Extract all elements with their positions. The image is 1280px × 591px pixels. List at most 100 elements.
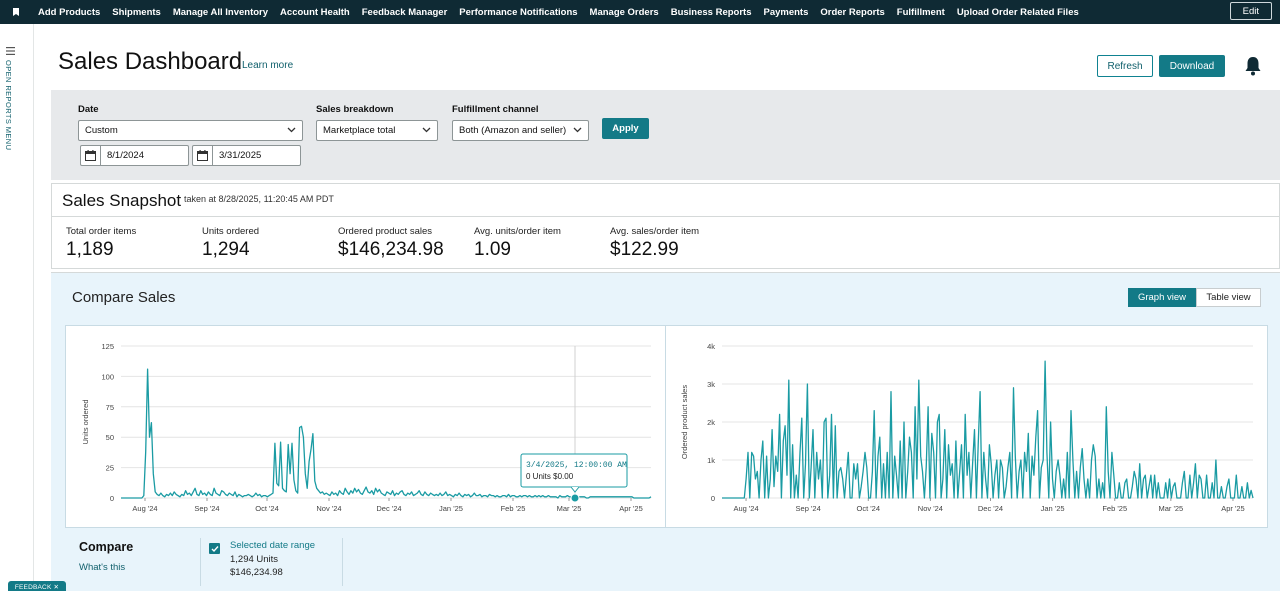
x-tick-label: Feb '25 (501, 504, 526, 513)
date-select-value: Custom (85, 125, 118, 136)
feedback-label: FEEDBACK (14, 583, 52, 591)
sales-breakdown-select[interactable]: Marketplace total (316, 120, 438, 141)
x-tick-label: Dec '24 (978, 504, 1003, 513)
metric-units-ordered: Units ordered 1,294 (202, 226, 259, 261)
chevron-down-icon (287, 125, 296, 137)
nav-item-add-products[interactable]: Add Products (38, 6, 101, 18)
start-date-input[interactable]: 8/1/2024 (80, 145, 189, 166)
page-title: Sales Dashboard (58, 48, 243, 75)
x-tick-label: Dec '24 (376, 504, 401, 513)
notification-bell-icon[interactable] (1244, 56, 1262, 81)
sales-breakdown-label: Sales breakdown (316, 104, 394, 115)
metric-label: Avg. sales/order item (610, 226, 700, 237)
nav-item-order-reports[interactable]: Order Reports (820, 6, 885, 18)
metric-value: $146,234.98 (338, 239, 444, 260)
x-tick-label: Mar '25 (557, 504, 582, 513)
y-tick-label: 0 (711, 494, 715, 503)
nav-item-account-health[interactable]: Account Health (280, 6, 350, 18)
nav-item-performance-notifications[interactable]: Performance Notifications (459, 6, 578, 18)
nav-item-upload-order-related-files[interactable]: Upload Order Related Files (956, 6, 1079, 18)
x-tick-label: Feb '25 (1102, 504, 1127, 513)
nav-item-manage-orders[interactable]: Manage Orders (589, 6, 659, 18)
date-select[interactable]: Custom (78, 120, 303, 141)
y-tick-label: 2k (707, 418, 715, 427)
x-tick-label: Oct '24 (857, 504, 881, 513)
range-sales: $146,234.98 (230, 567, 283, 578)
nav-item-fulfillment[interactable]: Fulfillment (896, 6, 945, 18)
nav-item-payments[interactable]: Payments (763, 6, 809, 18)
calendar-icon[interactable] (193, 146, 213, 165)
table-view-button[interactable]: Table view (1196, 288, 1261, 307)
compare-label: Compare (79, 540, 134, 554)
tooltip-value: 0 Units $0.00 (526, 472, 574, 481)
x-tick-label: Aug '24 (132, 504, 157, 513)
nav-item-feedback-manager[interactable]: Feedback Manager (361, 6, 448, 18)
learn-more-link[interactable]: Learn more (242, 60, 294, 71)
y-tick-label: 125 (101, 342, 114, 351)
snapshot-header: Sales Snapshot taken at 8/28/2025, 11:20… (52, 184, 1279, 217)
y-axis-label: Ordered product sales (680, 385, 689, 459)
x-tick-label: Jan '25 (1041, 504, 1065, 513)
chevron-down-icon (422, 125, 431, 137)
graph-view-button[interactable]: Graph view (1128, 288, 1196, 307)
whats-this-link[interactable]: What's this (79, 562, 126, 573)
top-nav-bar: Add Products Shipments Manage All Invent… (0, 0, 1280, 24)
hamburger-menu-icon[interactable] (6, 42, 15, 60)
end-date-value: 3/31/2025 (219, 150, 262, 161)
compare-sales-title: Compare Sales (72, 289, 176, 306)
range-units: 1,294 Units (230, 554, 279, 565)
sales-breakdown-value: Marketplace total (323, 125, 396, 136)
close-icon[interactable]: ✕ (53, 584, 60, 591)
hover-point (570, 493, 580, 503)
metric-label: Ordered product sales (338, 226, 432, 237)
view-toggle: Graph view Table view (1128, 288, 1261, 307)
y-tick-label: 0 (110, 494, 114, 503)
refresh-button[interactable]: Refresh (1097, 55, 1153, 77)
series-line (722, 360, 1254, 499)
start-date-value: 8/1/2024 (107, 150, 144, 161)
apply-button[interactable]: Apply (602, 118, 649, 139)
date-label: Date (78, 104, 99, 115)
nav-item-shipments[interactable]: Shipments (112, 6, 161, 18)
x-tick-label: Sep '24 (194, 504, 219, 513)
series-line (121, 368, 652, 499)
y-tick-label: 100 (101, 372, 114, 381)
x-tick-label: Apr '25 (1221, 504, 1245, 513)
download-button[interactable]: Download (1159, 55, 1225, 77)
open-reports-menu-link[interactable]: OPEN REPORTS MENU (4, 60, 13, 151)
metric-avg-units-per-order-item: Avg. units/order item 1.09 (474, 226, 561, 261)
y-tick-label: 3k (707, 380, 715, 389)
fulfillment-channel-select[interactable]: Both (Amazon and seller) (452, 120, 589, 141)
metric-label: Avg. units/order item (474, 226, 561, 237)
metric-total-order-items: Total order items 1,189 (66, 226, 136, 261)
metric-value: 1.09 (474, 239, 511, 260)
calendar-icon[interactable] (81, 146, 101, 165)
units-ordered-chart: 0 25 50 75 100 125 Aug '24 Sep '24 Oct '24 Nov '2… (81, 342, 652, 513)
metric-label: Total order items (66, 226, 137, 237)
x-tick-label: Mar '25 (1158, 504, 1183, 513)
end-date-input[interactable]: 3/31/2025 (192, 145, 301, 166)
compare-sales-panel: Compare Sales Graph view Table view 0 25 5… (51, 272, 1280, 591)
edit-nav-button[interactable]: Edit (1229, 2, 1272, 20)
selected-date-range-legend: Selected date range 1,294 Units $146,234… (200, 538, 343, 586)
selected-range-checkbox[interactable] (209, 543, 220, 554)
fulfillment-channel-label: Fulfillment channel (452, 104, 539, 115)
y-tick-label: 25 (106, 464, 114, 473)
reports-menu-rail: OPEN REPORTS MENU (0, 24, 34, 591)
metric-avg-sales-per-order-item: Avg. sales/order item $122.99 (610, 226, 699, 261)
seller-logo-icon[interactable] (0, 0, 32, 24)
feedback-tab[interactable]: FEEDBACK ✕ (8, 581, 66, 591)
sales-snapshot-panel: Sales Snapshot taken at 8/28/2025, 11:20… (51, 183, 1280, 269)
x-tick-label: Apr '25 (619, 504, 643, 513)
metric-value: 1,294 (202, 239, 250, 260)
nav-item-business-reports[interactable]: Business Reports (670, 6, 752, 18)
nav-item-manage-all-inventory[interactable]: Manage All Inventory (172, 6, 269, 18)
tooltip-pointer (570, 486, 580, 493)
metric-value: 1,189 (66, 239, 114, 260)
y-tick-label: 75 (106, 403, 114, 412)
sales-chart-panel: 0 1k 2k 3k 4k Aug '24 Sep '24 Oct '24 Nov '24 Dec… (665, 325, 1268, 528)
y-tick-label: 50 (106, 433, 114, 442)
metric-value: $122.99 (610, 239, 679, 260)
y-tick-label: 4k (707, 342, 715, 351)
y-tick-label: 1k (707, 456, 715, 465)
